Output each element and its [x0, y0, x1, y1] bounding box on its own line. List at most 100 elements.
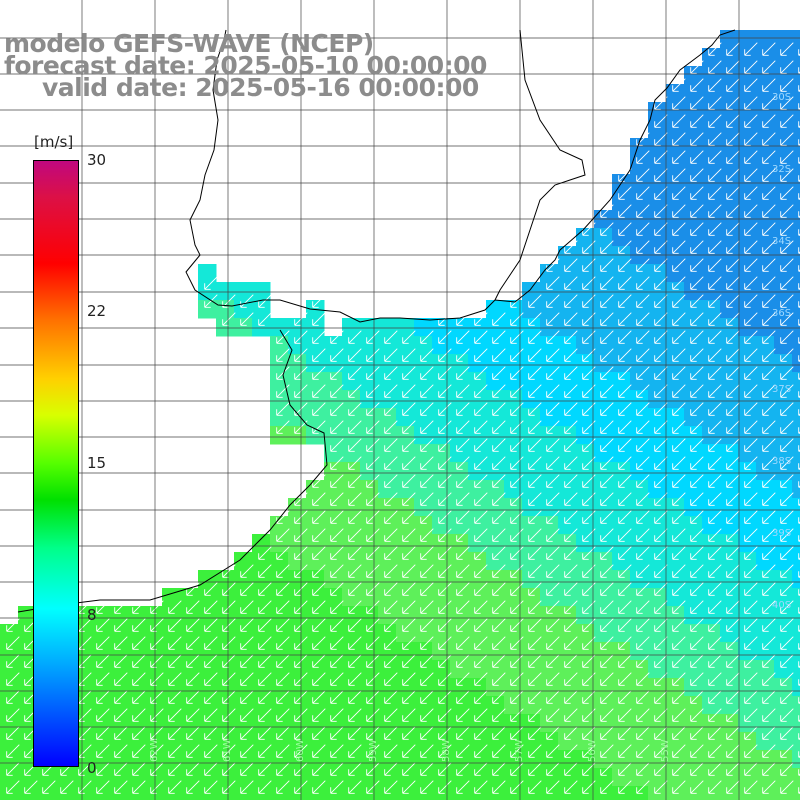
wind-arrow	[672, 744, 686, 758]
wind-arrow	[420, 402, 434, 416]
wind-arrow	[744, 600, 758, 614]
ocean-cell	[612, 732, 631, 751]
wind-arrow	[672, 258, 686, 272]
wind-arrow	[402, 600, 416, 614]
ocean-cell	[450, 552, 469, 571]
ocean-cell	[792, 516, 800, 535]
ocean-cell	[702, 318, 721, 337]
ocean-cell	[738, 156, 757, 175]
ocean-cell	[792, 768, 800, 787]
wind-arrow	[438, 762, 452, 776]
ocean-cell	[378, 480, 397, 499]
ocean-cell	[558, 444, 577, 463]
wind-arrow	[456, 366, 470, 380]
wind-arrow	[258, 780, 272, 794]
wind-arrow	[384, 528, 398, 542]
ocean-cell	[648, 588, 667, 607]
ocean-cell	[396, 552, 415, 571]
ocean-cell	[216, 732, 235, 751]
wind-arrow	[168, 600, 182, 614]
ocean-cell	[270, 354, 289, 373]
ocean-cell	[378, 768, 397, 787]
ocean-cell	[0, 642, 19, 661]
ocean-cell	[594, 354, 613, 373]
wind-arrow	[744, 744, 758, 758]
ocean-cell	[738, 408, 757, 427]
ocean-cell	[288, 390, 307, 409]
ocean-cell	[108, 624, 127, 643]
ocean-cell	[162, 642, 181, 661]
ocean-cell	[450, 660, 469, 679]
ocean-cell	[522, 624, 541, 643]
ocean-cell	[738, 714, 757, 733]
wind-arrow	[312, 564, 326, 578]
ocean-cell	[126, 606, 145, 625]
wind-arrow	[474, 690, 488, 704]
ocean-cell	[594, 282, 613, 301]
wind-arrow	[474, 564, 488, 578]
wind-arrow	[744, 258, 758, 272]
wind-arrow	[690, 186, 704, 200]
ocean-cell	[540, 624, 559, 643]
ocean-cell	[126, 768, 145, 787]
ocean-cell	[450, 498, 469, 517]
ocean-cell	[450, 354, 469, 373]
wind-arrow	[744, 312, 758, 326]
wind-arrow	[654, 330, 668, 344]
ocean-cell	[720, 426, 739, 445]
ocean-cell	[702, 156, 721, 175]
ocean-cell	[792, 84, 800, 103]
wind-arrow	[240, 618, 254, 632]
wind-arrow	[726, 114, 740, 128]
wind-arrow	[204, 744, 218, 758]
wind-arrow	[420, 582, 434, 596]
ocean-cell	[504, 534, 523, 553]
wind-arrow	[96, 600, 110, 614]
ocean-cell	[288, 606, 307, 625]
ocean-cell	[684, 660, 703, 679]
wind-arrow	[186, 618, 200, 632]
wind-arrow	[456, 780, 470, 794]
wind-arrow	[96, 618, 110, 632]
ocean-cell	[576, 696, 595, 715]
wind-arrow	[384, 330, 398, 344]
ocean-cell	[630, 678, 649, 697]
wind-arrow	[600, 780, 614, 794]
lat-label: 40S	[772, 600, 791, 611]
ocean-cell	[792, 588, 800, 607]
wind-arrow	[690, 402, 704, 416]
ocean-cell	[666, 120, 685, 139]
wind-arrow	[96, 780, 110, 794]
wind-arrow	[744, 690, 758, 704]
ocean-cell	[234, 642, 253, 661]
ocean-cell	[504, 426, 523, 445]
ocean-cell	[468, 588, 487, 607]
ocean-cell	[666, 318, 685, 337]
wind-arrow	[744, 60, 758, 74]
wind-arrow	[600, 744, 614, 758]
ocean-cell	[720, 102, 739, 121]
ocean-cell	[198, 714, 217, 733]
ocean-cell	[738, 570, 757, 589]
wind-arrow	[510, 654, 524, 668]
ocean-cell	[270, 570, 289, 589]
ocean-cell	[792, 156, 800, 175]
ocean-cell	[432, 516, 451, 535]
wind-arrow	[690, 222, 704, 236]
wind-arrow	[276, 528, 290, 542]
wind-arrow	[708, 294, 722, 308]
ocean-cell	[270, 318, 289, 337]
wind-arrow	[510, 762, 524, 776]
ocean-cell	[630, 768, 649, 787]
wind-arrow	[762, 636, 776, 650]
wind-arrow	[456, 708, 470, 722]
wind-arrow	[168, 708, 182, 722]
wind-arrow	[654, 438, 668, 452]
wind-arrow	[492, 438, 506, 452]
ocean-cell	[324, 336, 343, 355]
ocean-cell	[288, 714, 307, 733]
wind-arrow	[204, 618, 218, 632]
wind-arrow	[150, 618, 164, 632]
wind-arrow	[546, 366, 560, 380]
wind-arrow	[438, 600, 452, 614]
